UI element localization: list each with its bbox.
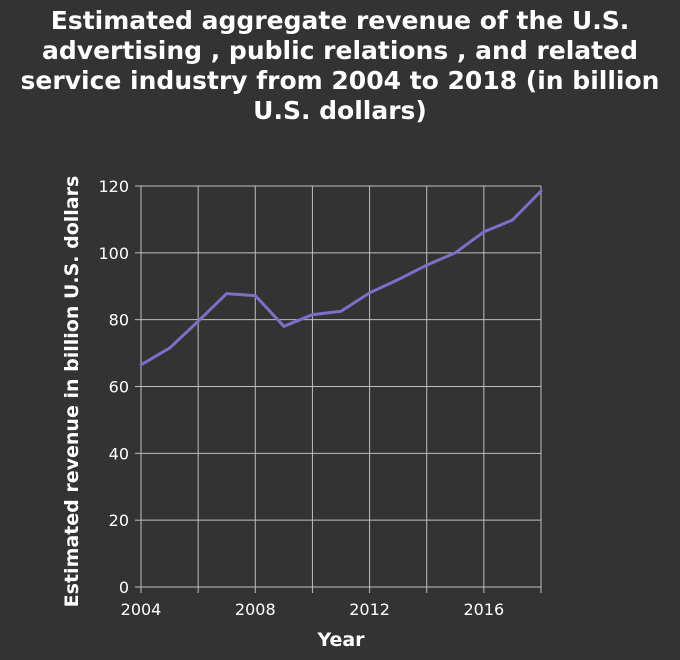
- data-point: [283, 325, 285, 327]
- axes: 0 20 40 60 80 100 120 2004 2008 2012 2016: [98, 177, 542, 619]
- y-tick-label: 80: [109, 311, 129, 330]
- y-axis-title: Estimated revenue in billion U.S. dollar…: [61, 176, 83, 608]
- grid: [140, 185, 542, 588]
- y-tick-label: 0: [119, 578, 129, 597]
- y-tick-label: 100: [98, 244, 129, 263]
- data-point: [454, 252, 456, 254]
- data-point: [311, 314, 313, 316]
- data-point: [397, 279, 399, 281]
- data-point: [140, 364, 142, 366]
- x-tick-label: 2016: [463, 600, 504, 619]
- data-point: [540, 190, 542, 192]
- data-point: [197, 320, 199, 322]
- data-point: [483, 231, 485, 233]
- x-tick-label: 2008: [235, 600, 276, 619]
- x-axis-title: Year: [316, 629, 365, 651]
- y-tick-label: 60: [109, 378, 129, 397]
- y-tick-label: 40: [109, 444, 129, 463]
- x-tick-label: 2012: [349, 600, 390, 619]
- data-point: [426, 264, 428, 266]
- y-tick-label: 120: [98, 177, 129, 196]
- data-point: [340, 310, 342, 312]
- series-layer: [139, 189, 543, 367]
- data-point: [369, 292, 371, 294]
- chart-title: Estimated aggregate revenue of the U.S. …: [20, 6, 660, 125]
- data-point: [254, 295, 256, 297]
- series-line: [139, 189, 543, 367]
- data-point: [169, 347, 171, 349]
- data-point: [511, 219, 513, 221]
- data-point: [226, 293, 228, 295]
- x-tick-label: 2004: [121, 600, 162, 619]
- y-tick-label: 20: [109, 511, 129, 530]
